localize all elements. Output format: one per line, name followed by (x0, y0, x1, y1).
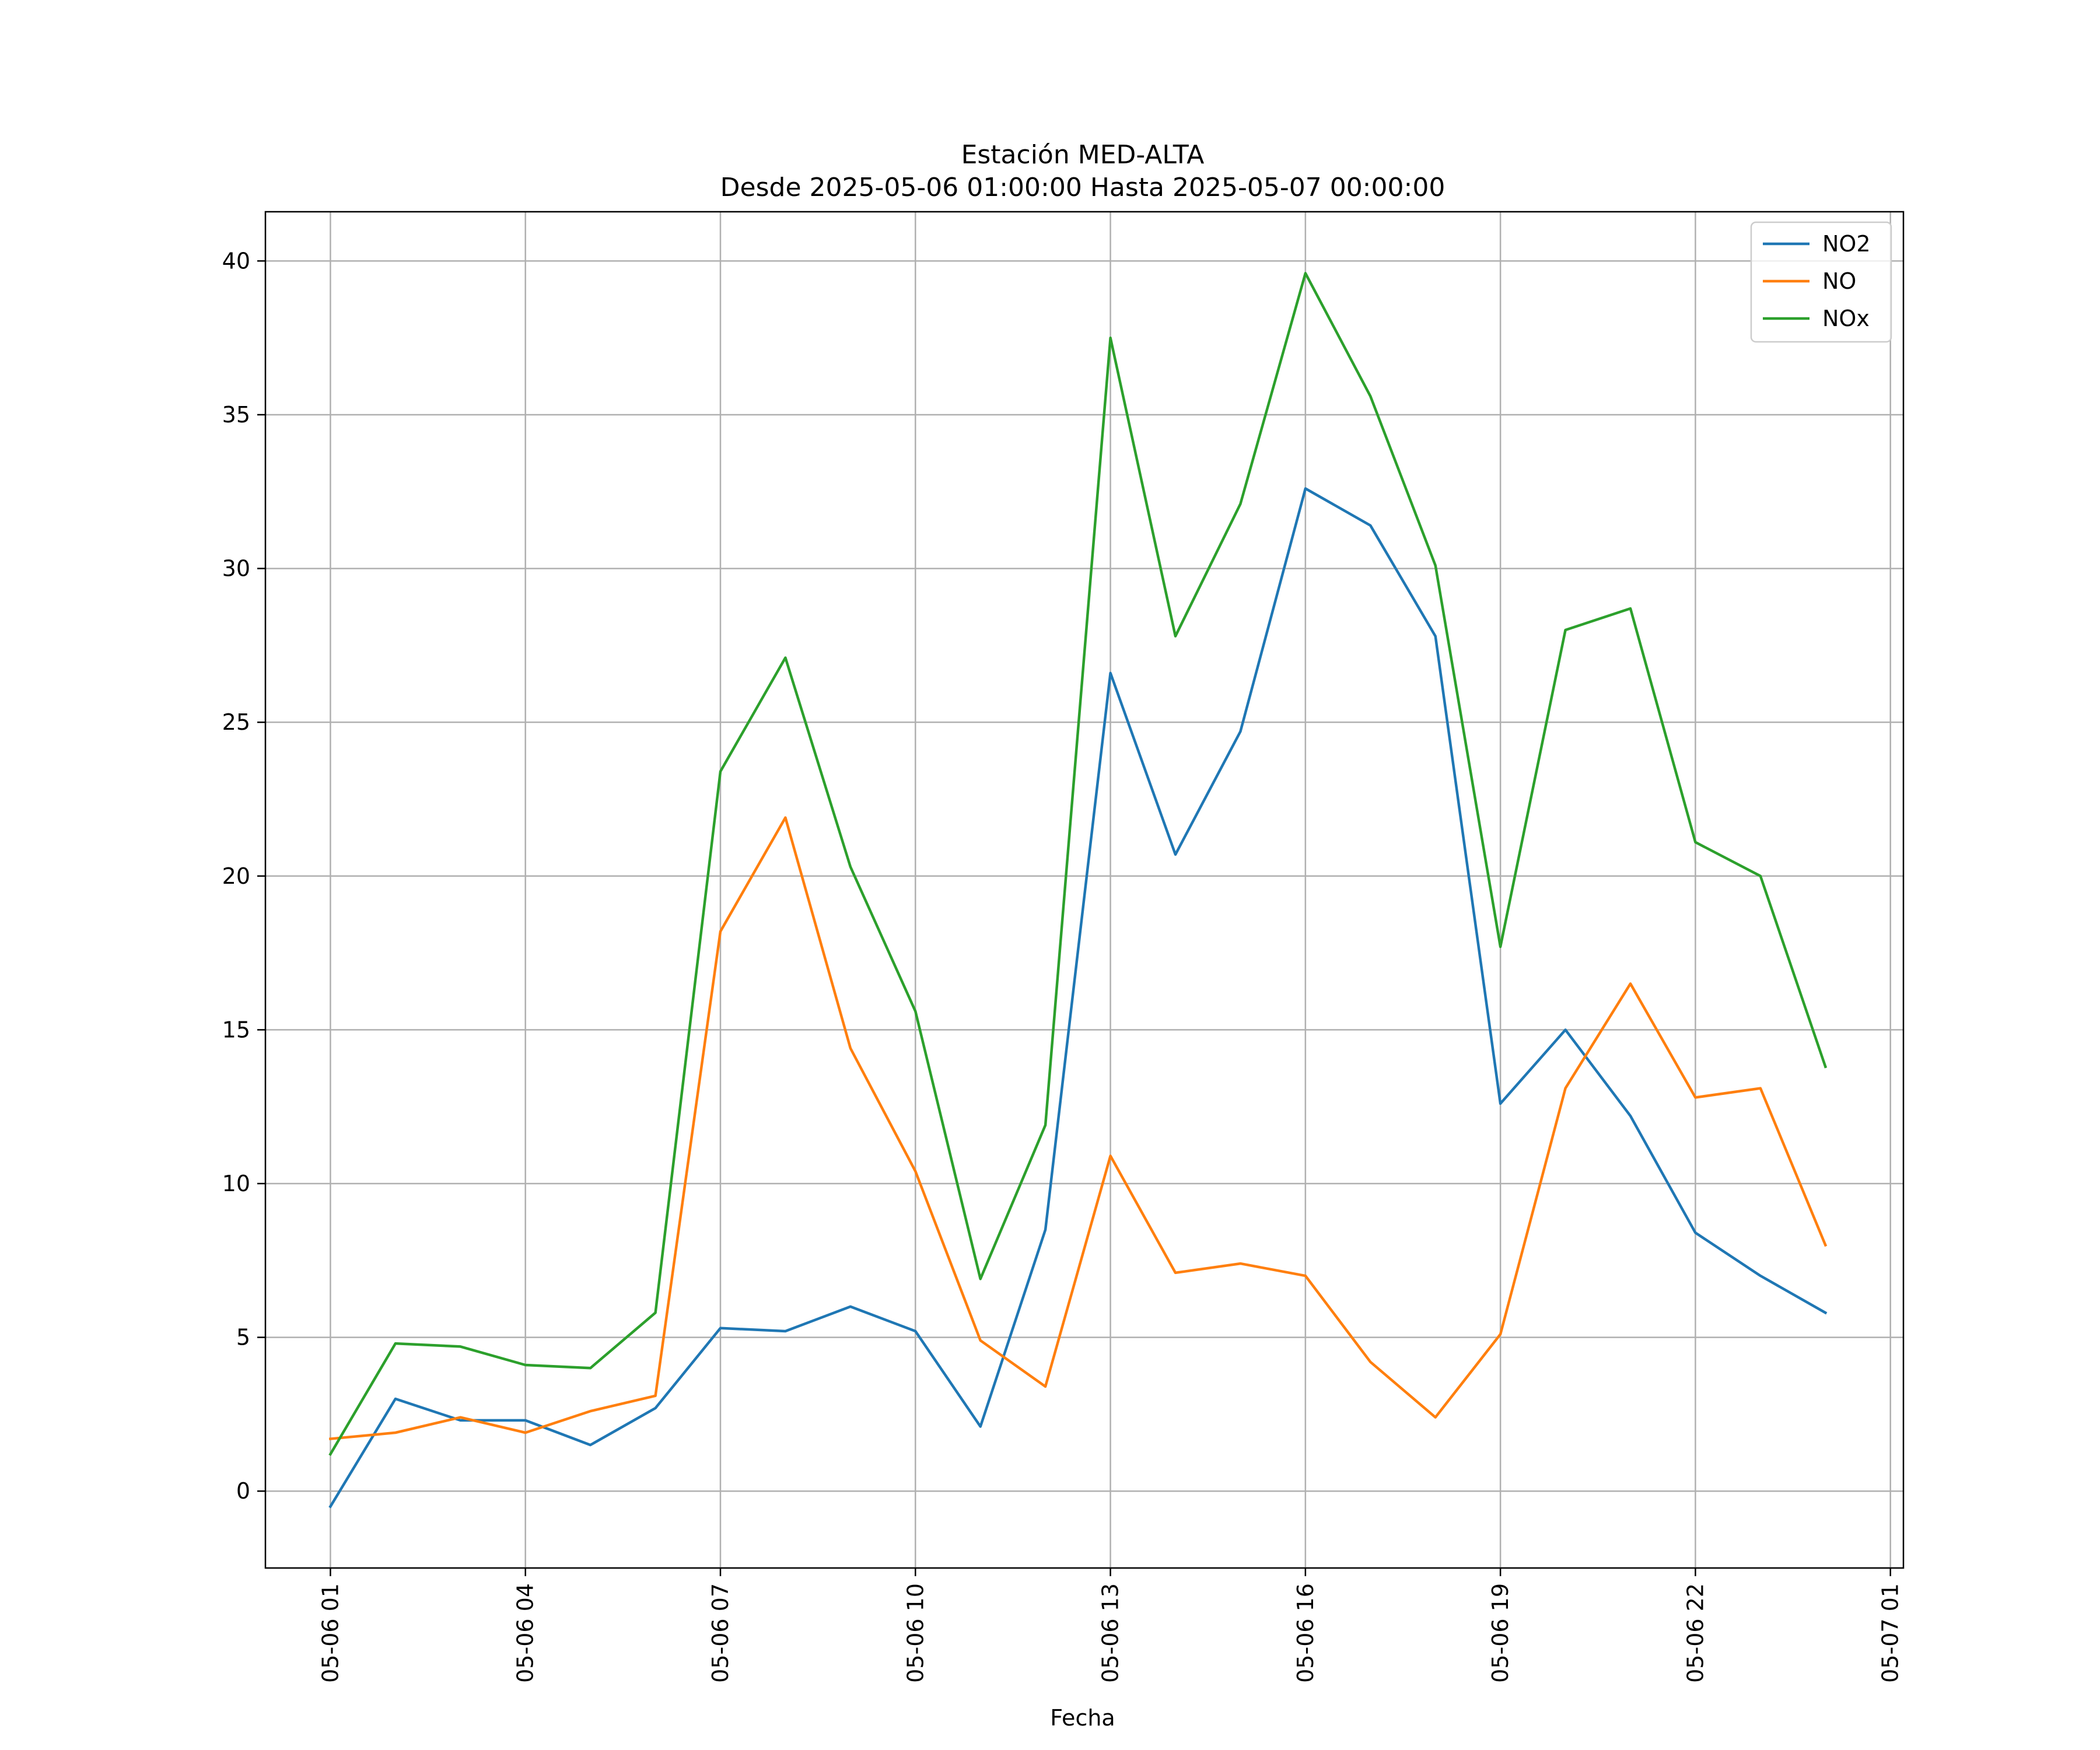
legend-label-nox: NOx (1822, 306, 1870, 331)
y-tick-label: 25 (222, 709, 250, 735)
chart-title: Estación MED-ALTA (961, 140, 1205, 170)
y-tick-label: 35 (222, 402, 250, 428)
x-tick-label: 05-06 16 (1293, 1583, 1318, 1683)
y-tick-label: 40 (222, 248, 250, 274)
series-layer (328, 272, 1828, 1508)
x-tick-label: 05-06 10 (902, 1583, 928, 1683)
legend: NO2 NO NOx (1750, 221, 1892, 343)
x-tick-label: 05-06 01 (317, 1583, 343, 1683)
x-tick-label: 05-06 13 (1098, 1583, 1124, 1683)
series-line-nox (328, 272, 1828, 1456)
x-axis-label: Fecha (1050, 1705, 1115, 1731)
x-tick-label: 05-06 22 (1682, 1583, 1708, 1683)
x-tick-label: 05-06 19 (1488, 1583, 1513, 1683)
series-line-no2 (328, 487, 1828, 1508)
chart-subtitle: Desde 2025-05-06 01:00:00 Hasta 2025-05-… (720, 173, 1446, 202)
y-tick-label: 10 (222, 1171, 250, 1196)
y-tick-label: 0 (236, 1478, 250, 1504)
y-tick-label: 15 (222, 1017, 250, 1042)
x-tick-label: 05-06 04 (513, 1583, 538, 1683)
series-line-no (328, 816, 1828, 1441)
x-tick-label: 05-07 01 (1878, 1583, 1903, 1683)
x-tick-label: 05-06 07 (708, 1583, 733, 1683)
legend-label-no: NO (1822, 268, 1856, 294)
legend-frame (1750, 221, 1892, 343)
y-tick-label: 30 (222, 556, 250, 582)
grid (265, 212, 1903, 1568)
y-tick-label: 5 (236, 1325, 250, 1350)
plot-area-frame (264, 211, 1905, 1569)
axes-ticks: 0 5 10 15 20 25 30 35 40 05-06 01 05-06 04 05-06 07… (222, 248, 1903, 1683)
legend-label-no2: NO2 (1822, 231, 1871, 257)
y-tick-label: 20 (222, 863, 250, 889)
